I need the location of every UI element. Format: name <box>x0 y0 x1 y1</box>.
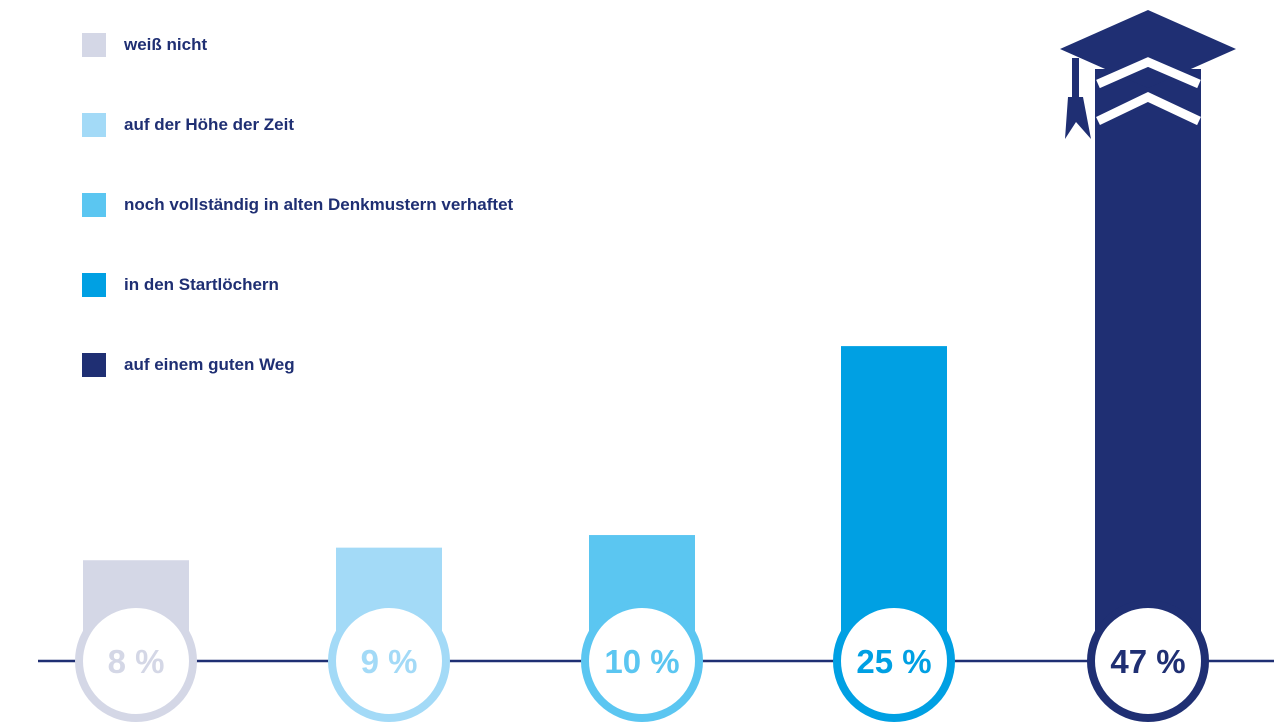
data-label: 9 % <box>361 643 418 680</box>
bar <box>1095 69 1201 661</box>
legend-swatch <box>82 353 106 377</box>
legend-label: auf der Höhe der Zeit <box>124 115 295 134</box>
bars-group: 8 % 9 % 10 % 25 % 47 % <box>75 69 1209 722</box>
legend-label: auf einem guten Weg <box>124 355 295 374</box>
value-circle <box>1087 600 1209 722</box>
data-label: 10 % <box>604 643 679 680</box>
legend-swatch <box>82 113 106 137</box>
value-circle <box>75 600 197 722</box>
value-circle <box>833 600 955 722</box>
graduation-cap-icon <box>1060 10 1236 139</box>
legend-swatch <box>82 193 106 217</box>
legend-swatch <box>82 33 106 57</box>
legend-label: in den Startlöchern <box>124 275 279 294</box>
legend-label: noch vollständig in alten Denkmustern ve… <box>124 195 514 214</box>
value-circle <box>328 600 450 722</box>
legend-label: weiß nicht <box>124 35 208 54</box>
data-label: 8 % <box>108 643 165 680</box>
data-label: 25 % <box>856 643 931 680</box>
legend-swatch <box>82 273 106 297</box>
data-label: 47 % <box>1110 643 1185 680</box>
value-circle <box>581 600 703 722</box>
